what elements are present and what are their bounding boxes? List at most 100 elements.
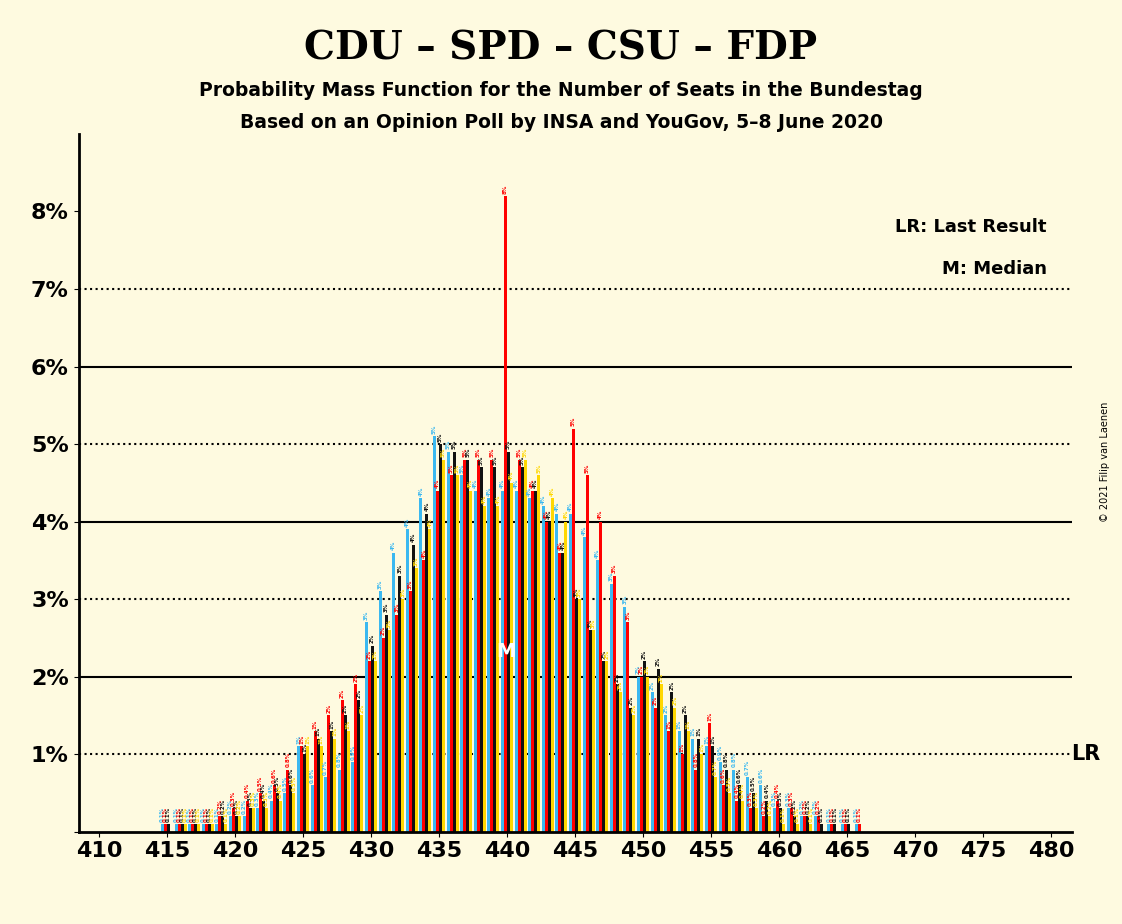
Bar [463,459,467,832]
Bar [582,537,586,832]
Text: 5%: 5% [438,432,443,442]
Text: 4%: 4% [560,541,565,550]
Bar [221,816,224,832]
Bar [660,685,663,832]
Bar [643,661,646,832]
Bar [681,754,683,832]
Bar [561,553,564,832]
Bar [624,607,626,832]
Bar [596,560,599,832]
Text: 0.6%: 0.6% [758,768,763,783]
Bar [371,646,374,832]
Text: 0.1%: 0.1% [833,807,837,821]
Bar [673,708,677,832]
Bar [640,676,643,832]
Text: 0.4%: 0.4% [741,783,745,798]
Text: 1%: 1% [346,719,351,728]
Text: 5%: 5% [536,463,541,473]
Text: 3%: 3% [625,611,631,620]
Bar [381,638,385,832]
Text: 0.3%: 0.3% [772,791,778,806]
Bar [328,715,330,832]
Bar [511,483,513,832]
Bar [813,816,817,832]
Bar [351,761,355,832]
Text: 4%: 4% [392,541,396,550]
Bar [402,599,404,832]
Text: 0.1%: 0.1% [163,807,168,821]
Bar [343,715,347,832]
Bar [698,738,700,832]
Bar [515,491,517,832]
Text: 0.1%: 0.1% [857,807,862,821]
Text: 4%: 4% [533,479,539,488]
Bar [646,676,649,832]
Bar [507,452,511,832]
Bar [555,514,559,832]
Text: 2%: 2% [601,650,606,659]
Text: 1%: 1% [686,719,691,728]
Bar [668,731,670,832]
Text: 0.6%: 0.6% [272,768,277,783]
Text: 2%: 2% [605,650,609,659]
Bar [502,491,504,832]
Bar [664,715,668,832]
Text: 0.5%: 0.5% [727,775,732,791]
Bar [711,747,714,832]
Bar [368,661,371,832]
Text: 0.8%: 0.8% [285,752,291,767]
Text: 4%: 4% [481,494,487,504]
Text: 2%: 2% [663,704,669,713]
Text: 0.1%: 0.1% [829,807,835,821]
Text: 3%: 3% [364,611,369,620]
Bar [393,553,395,832]
Text: 0.2%: 0.2% [234,798,239,814]
Bar [687,731,690,832]
Bar [572,429,576,832]
Text: 0.3%: 0.3% [255,791,260,806]
Bar [792,816,795,832]
Text: 0.7%: 0.7% [323,760,329,775]
Text: 0.8%: 0.8% [693,752,699,767]
Bar [564,521,568,832]
Text: 2%: 2% [370,634,375,643]
Text: 2%: 2% [615,673,619,682]
Text: 0.6%: 0.6% [737,768,743,783]
Text: 5%: 5% [479,456,484,465]
Text: 2%: 2% [353,673,358,682]
Text: 0.1%: 0.1% [794,807,800,821]
Text: 2%: 2% [669,680,674,689]
Text: 5%: 5% [466,448,470,457]
Bar [429,529,431,832]
Bar [782,824,785,832]
Text: 4%: 4% [541,494,545,504]
Text: 3%: 3% [401,588,405,597]
Text: 0.1%: 0.1% [160,807,165,821]
Bar [355,685,358,832]
Text: 4%: 4% [411,533,416,542]
Text: 3%: 3% [574,588,579,597]
Bar [748,808,752,832]
Bar [728,793,730,832]
Text: 0.1%: 0.1% [840,807,845,821]
Text: 4%: 4% [496,494,500,504]
Bar [219,816,221,832]
Text: 5%: 5% [506,440,511,449]
Text: 3%: 3% [609,572,614,581]
Text: 1%: 1% [329,719,334,728]
Text: 0.1%: 0.1% [808,807,813,821]
Bar [303,754,306,832]
Text: 0.4%: 0.4% [245,783,249,798]
Text: 1%: 1% [690,727,696,736]
Bar [742,800,744,832]
Bar [265,808,268,832]
Bar [385,614,387,832]
Bar [181,824,184,832]
Bar [738,785,742,832]
Text: 2%: 2% [653,696,657,705]
Bar [637,676,640,832]
Bar [425,514,429,832]
Text: 0.1%: 0.1% [201,807,205,821]
Text: 3%: 3% [378,579,383,589]
Bar [820,824,822,832]
